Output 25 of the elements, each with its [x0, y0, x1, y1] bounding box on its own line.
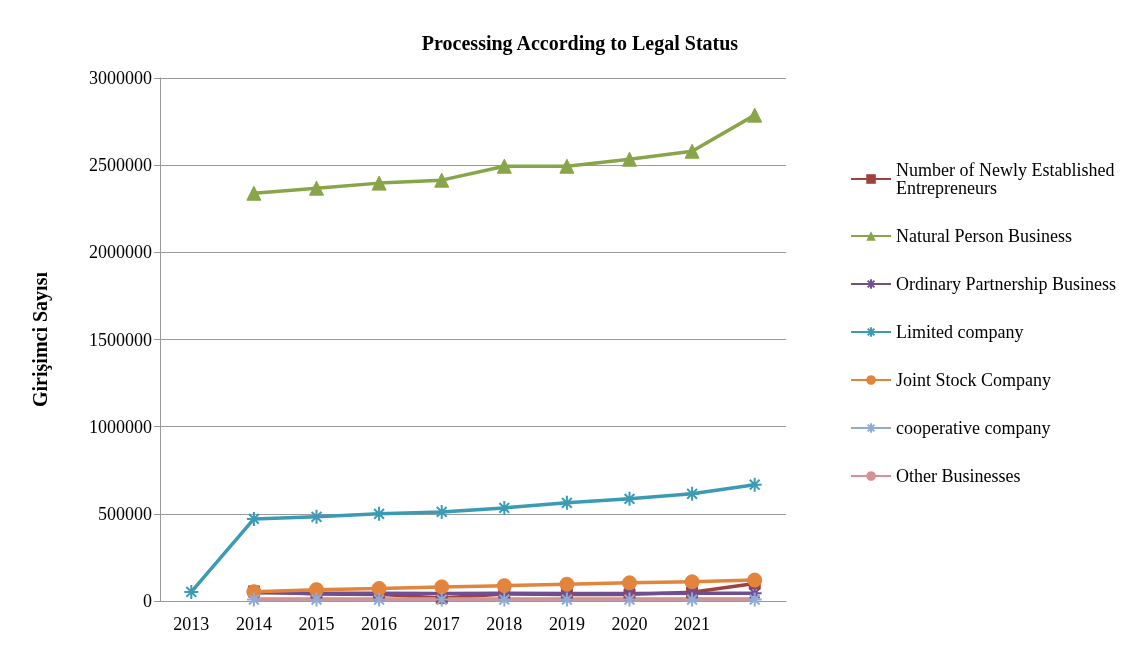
- legend-label: Number of Newly Established Entrepreneurs: [896, 160, 1119, 198]
- x-tick-label: 2014: [235, 614, 272, 634]
- legend-label: Other Businesses: [896, 466, 1021, 486]
- y-axis-title: Girişimci Sayısı: [29, 271, 52, 407]
- y-tick-label: 3000000: [89, 68, 152, 88]
- y-tick-label: 1500000: [89, 329, 152, 350]
- x-tick-label: 2020: [611, 614, 648, 634]
- x-tick-label: 2017: [423, 614, 460, 634]
- x-tick-label: 2019: [548, 614, 585, 634]
- y-tick-label: 2000000: [89, 242, 152, 263]
- y-tick-label: 1000000: [89, 416, 152, 437]
- y-tick-label: 2500000: [89, 155, 152, 176]
- legend-label: Joint Stock Company: [896, 370, 1052, 390]
- y-tick-label: 500000: [98, 503, 152, 524]
- legend-label: Natural Person Business: [896, 226, 1073, 246]
- x-tick-label: 2015: [298, 614, 335, 634]
- legend-label: cooperative company: [896, 418, 1051, 438]
- legend-label: Limited company: [896, 322, 1024, 342]
- legend-label: Ordinary Partnership Business: [896, 274, 1117, 294]
- x-tick-label: 2018: [486, 614, 523, 634]
- y-tick-label: 0: [143, 591, 152, 611]
- x-tick-label: 2016: [361, 614, 398, 634]
- x-tick-label: 2021: [674, 614, 711, 634]
- x-tick-label: 2013: [173, 614, 210, 634]
- chart-title: Processing According to Legal Status: [421, 32, 739, 55]
